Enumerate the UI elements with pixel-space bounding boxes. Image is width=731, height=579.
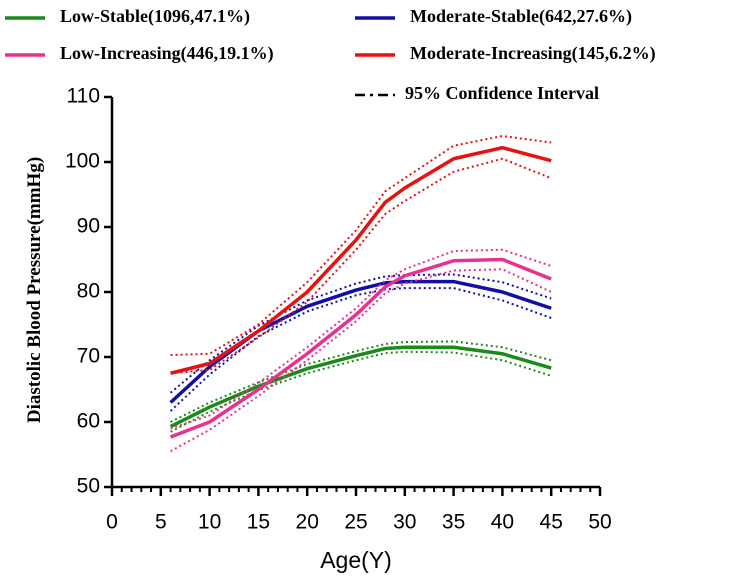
legend-label: 95% Confidence Interval bbox=[405, 83, 599, 103]
x-tick-label: 35 bbox=[442, 511, 465, 534]
x-tick-label: 30 bbox=[393, 511, 416, 534]
confidence-band-line bbox=[170, 157, 552, 375]
legend-label: Low-Increasing(446,19.1%) bbox=[60, 43, 274, 64]
y-tick-label: 50 bbox=[77, 475, 100, 498]
y-tick-label: 100 bbox=[65, 150, 100, 173]
y-tick-label: 90 bbox=[77, 215, 100, 238]
x-tick-label: 20 bbox=[296, 511, 319, 534]
confidence-band-line bbox=[169, 273, 552, 394]
legend-label: Moderate-Stable(642,27.6%) bbox=[410, 6, 632, 27]
y-axis-label: Diastolic Blood Pressure(mmHg) bbox=[24, 157, 45, 423]
legend-label: Moderate-Increasing(145,6.2%) bbox=[410, 43, 656, 64]
series-line bbox=[169, 257, 552, 439]
confidence-band-line bbox=[170, 350, 552, 433]
x-tick-label: 15 bbox=[247, 511, 270, 534]
confidence-band-line bbox=[170, 340, 552, 423]
x-tick-label: 10 bbox=[198, 511, 221, 534]
y-tick-label: 80 bbox=[77, 280, 100, 303]
x-tick-label: 40 bbox=[491, 511, 514, 534]
series-line bbox=[170, 145, 552, 375]
x-tick-label: 0 bbox=[106, 511, 118, 534]
x-tick-label: 25 bbox=[344, 511, 367, 534]
y-tick-label: 70 bbox=[77, 345, 100, 368]
legend-label: Low-Stable(1096,47.1%) bbox=[60, 6, 250, 27]
confidence-band-line bbox=[170, 248, 552, 430]
x-axis-label: Age(Y) bbox=[320, 547, 392, 573]
y-tick-label: 60 bbox=[77, 410, 100, 433]
series-line bbox=[169, 345, 552, 429]
y-tick-label: 110 bbox=[67, 85, 100, 108]
confidence-band-line bbox=[170, 134, 552, 357]
x-tick-label: 5 bbox=[155, 511, 167, 534]
x-tick-label: 45 bbox=[540, 511, 563, 534]
x-tick-label: 50 bbox=[588, 511, 611, 534]
confidence-band-line bbox=[169, 287, 552, 412]
